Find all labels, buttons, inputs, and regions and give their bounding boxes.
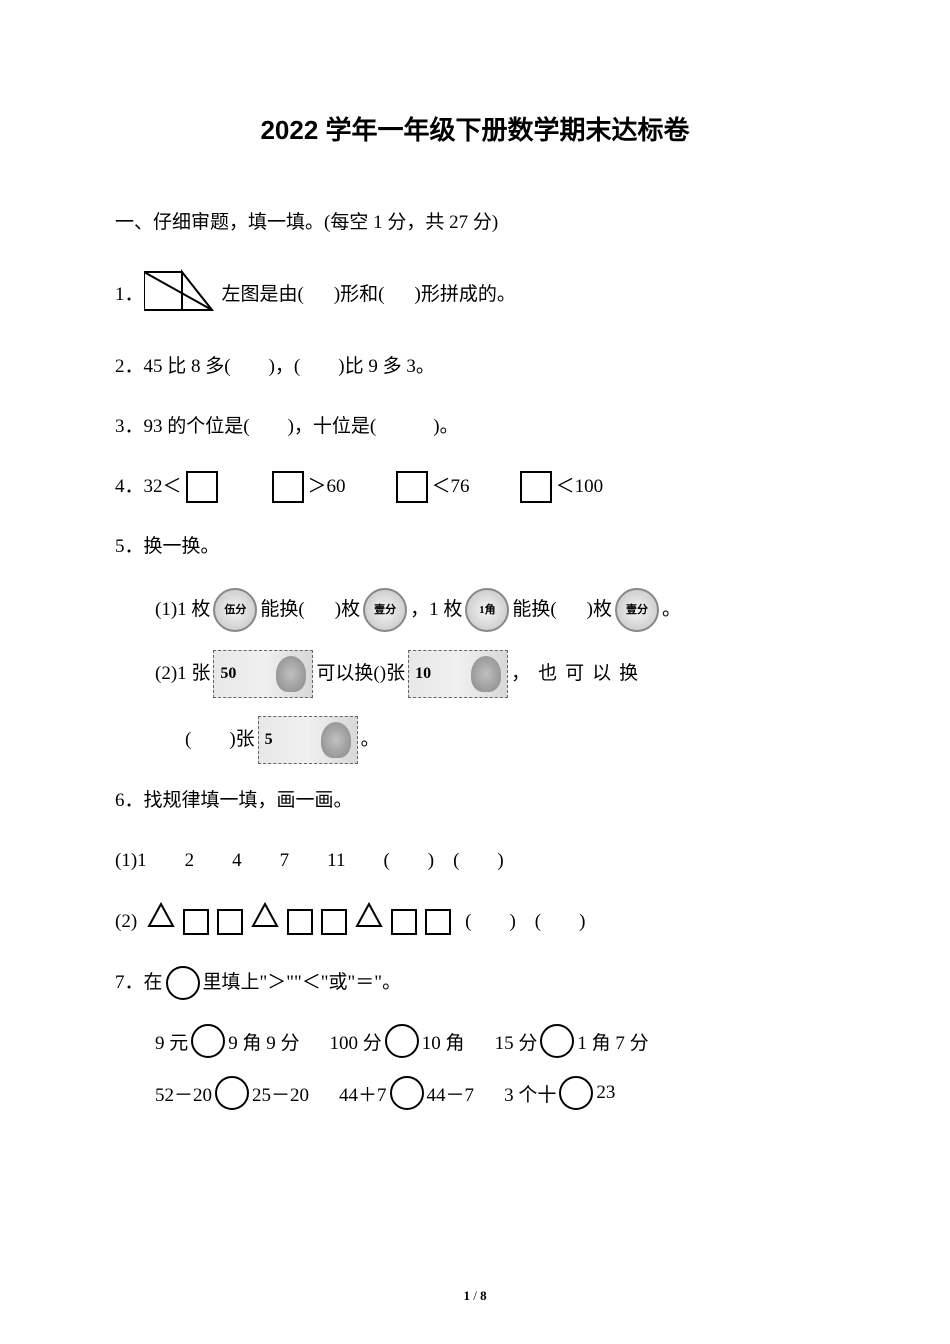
circle-blank-icon xyxy=(559,1076,593,1110)
square-icon xyxy=(321,909,347,935)
circle-blank-icon xyxy=(215,1076,249,1110)
answer-box xyxy=(396,471,428,503)
square-icon xyxy=(217,909,243,935)
q5-sub2-t4: ，也可以换 xyxy=(511,653,646,695)
q6-sub1: (1) 1 2 4 7 11 ( ) ( ) xyxy=(115,842,835,880)
answer-box xyxy=(272,471,304,503)
banknote-50-icon: 50 xyxy=(213,650,313,698)
q5-sub1-t3: )枚 xyxy=(335,589,360,631)
page-total: 8 xyxy=(480,1288,487,1303)
q3-text: 93 的个位是( )，十位是( )。 xyxy=(144,408,459,446)
q7-r1-a2r: 10 角 xyxy=(422,1028,465,1055)
circle-blank-icon xyxy=(166,966,200,1000)
coin-1fen-icon: 壹分 xyxy=(363,588,407,632)
answer-box xyxy=(520,471,552,503)
q6-sub1-seq: 1 2 4 7 11 ( ) ( ) xyxy=(137,842,504,880)
q5-sub1-t6: )枚 xyxy=(587,589,612,631)
q5-sub2-num: (2) xyxy=(155,653,177,695)
q5-sub2-line2: ( )张 5 。 xyxy=(185,716,835,764)
q4-number: 4． xyxy=(115,468,144,506)
square-icon xyxy=(183,909,209,935)
q7-r2-a1l: 52－20 xyxy=(155,1080,212,1107)
q5-sub1-t5: 能换( xyxy=(512,589,556,631)
q6-text: 找规律填一填，画一画。 xyxy=(144,782,353,820)
q4-expr-3: ＜76 xyxy=(432,468,470,506)
answer-box xyxy=(186,471,218,503)
q5-text: 换一换。 xyxy=(144,528,220,566)
q5-sub2-t5: ( )张 xyxy=(185,719,255,761)
banknote-5-icon: 5 xyxy=(258,716,358,764)
q5-sub2-t6: 。 xyxy=(361,719,380,761)
q7-r2-a2l: 44＋7 xyxy=(339,1080,387,1107)
section-1-header: 一、仔细审题，填一填。(每空 1 分，共 27 分) xyxy=(115,207,835,234)
q7-text1: 在 xyxy=(144,964,163,1002)
q5-sub2-t2: 可以换( xyxy=(316,653,379,695)
banknote-10-icon: 10 xyxy=(408,650,508,698)
coin-1jiao-icon: 1角 xyxy=(465,588,509,632)
q1-text-3: )形拼成的。 xyxy=(415,276,516,314)
q5-sub1-t7: 。 xyxy=(662,589,681,631)
question-5: 5． 换一换。 xyxy=(115,528,835,566)
composite-triangle-icon xyxy=(144,264,214,326)
exam-title: 2022 学年一年级下册数学期末达标卷 xyxy=(115,110,835,147)
q5-sub1-t4: ，1 枚 xyxy=(410,589,462,631)
coin-1fen-icon: 壹分 xyxy=(615,588,659,632)
question-6: 6． 找规律填一填，画一画。 xyxy=(115,782,835,820)
q7-r2-a1r: 25－20 xyxy=(252,1080,309,1107)
q5-sub1: (1) 1 枚 伍分 能换( )枚 壹分 ，1 枚 1角 能换( )枚 壹分 。 xyxy=(155,588,835,632)
q2-number: 2． xyxy=(115,348,144,386)
q2-text: 45 比 8 多( )，( )比 9 多 3。 xyxy=(144,348,435,386)
q1-number: 1． xyxy=(115,276,144,314)
q4-expr-2: ＞60 xyxy=(308,468,346,506)
q5-sub2-t3: )张 xyxy=(380,653,405,695)
q6-sub2-num: (2) xyxy=(115,903,137,941)
q1-text-2: )形和( xyxy=(334,276,385,314)
q7-r2-a3r: 23 xyxy=(596,1082,615,1104)
q7-r2-a3l: 3 个十 xyxy=(504,1080,556,1107)
q3-number: 3． xyxy=(115,408,144,446)
q6-sub2: (2) ( ) ( ) xyxy=(115,902,835,942)
triangle-icon xyxy=(147,902,175,942)
q7-row-1: 9 元 9 角 9 分 100 分 10 角 15 分 1 角 7 分 xyxy=(155,1024,835,1058)
circle-blank-icon xyxy=(385,1024,419,1058)
q7-r1-a3r: 1 角 7 分 xyxy=(577,1028,648,1055)
q5-sub1-t1: 1 枚 xyxy=(177,589,210,631)
q7-r2-a2r: 44－7 xyxy=(427,1080,475,1107)
square-icon xyxy=(425,909,451,935)
circle-blank-icon xyxy=(390,1076,424,1110)
q4-expr-1: 32＜ xyxy=(144,468,182,506)
q5-sub1-num: (1) xyxy=(155,589,177,631)
coin-5fen-icon: 伍分 xyxy=(213,588,257,632)
question-4: 4． 32＜ ＞60 ＜76 ＜100 xyxy=(115,468,835,506)
square-icon xyxy=(391,909,417,935)
q7-r1-a1l: 9 元 xyxy=(155,1028,188,1055)
q5-sub2: (2) 1 张 50 可以换( )张 10 ，也可以换 xyxy=(155,650,835,698)
q7-number: 7． xyxy=(115,964,144,1002)
q6-number: 6． xyxy=(115,782,144,820)
question-1: 1． 左图是由( )形和( )形拼成的。 xyxy=(115,264,835,326)
question-7: 7． 在 里填上"＞""＜"或"＝"。 xyxy=(115,964,835,1002)
question-2: 2． 45 比 8 多( )，( )比 9 多 3。 xyxy=(115,348,835,386)
q4-expr-4: ＜100 xyxy=(556,468,604,506)
q6-sub2-tail: ( ) ( ) xyxy=(465,903,585,941)
square-icon xyxy=(287,909,313,935)
q7-r1-a3l: 15 分 xyxy=(495,1028,538,1055)
page-current: 1 xyxy=(463,1288,470,1303)
circle-blank-icon xyxy=(540,1024,574,1058)
triangle-icon xyxy=(355,902,383,942)
question-3: 3． 93 的个位是( )，十位是( )。 xyxy=(115,408,835,446)
page-footer: 1 / 8 xyxy=(0,1288,950,1304)
q1-text-1: 左图是由( xyxy=(222,276,304,314)
q5-number: 5． xyxy=(115,528,144,566)
circle-blank-icon xyxy=(191,1024,225,1058)
triangle-icon xyxy=(251,902,279,942)
q7-r1-a2l: 100 分 xyxy=(330,1028,382,1055)
q7-r1-a1r: 9 角 9 分 xyxy=(228,1028,299,1055)
q7-text2: 里填上"＞""＜"或"＝"。 xyxy=(203,964,402,1002)
q5-sub2-t1: 1 张 xyxy=(177,653,210,695)
q6-sub1-num: (1) xyxy=(115,842,137,880)
q7-row-2: 52－20 25－20 44＋7 44－7 3 个十 23 xyxy=(155,1076,835,1110)
q5-sub1-t2: 能换( xyxy=(260,589,304,631)
